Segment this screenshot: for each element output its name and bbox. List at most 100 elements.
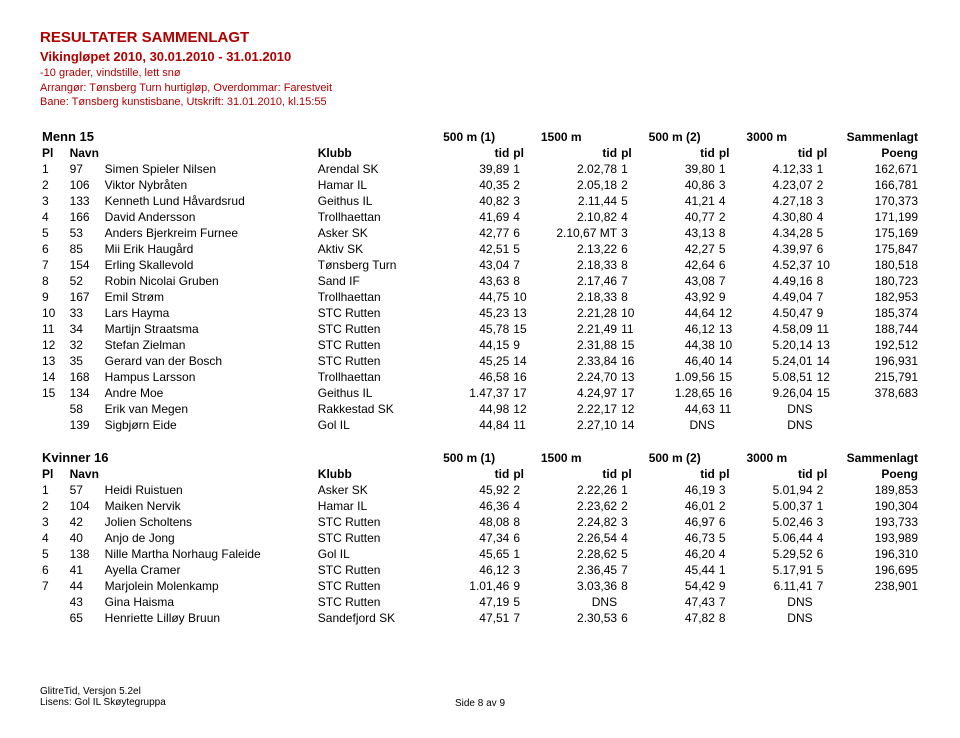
table-row: 43Gina HaismaSTC Rutten47,195DNS47,437DN…: [40, 594, 920, 610]
table-row: 1033Lars HaymaSTC Rutten45,23132.21,2810…: [40, 305, 920, 321]
cell: 2: [815, 177, 843, 193]
cell: Nille Martha Norhaug Faleide: [103, 546, 316, 562]
cell: Tønsberg Turn: [316, 257, 441, 273]
cell: [842, 417, 920, 433]
cell: 167: [68, 289, 103, 305]
col-tid: tid: [539, 466, 619, 482]
col-plh: pl: [815, 466, 843, 482]
cell: 1: [717, 562, 745, 578]
cell: 10: [619, 305, 647, 321]
col-sammenlagt: Sammenlagt: [842, 128, 920, 145]
cell: Gol IL: [316, 417, 441, 433]
cell: 2.22,26: [539, 482, 619, 498]
cell: 6: [619, 610, 647, 626]
cell: 7: [511, 257, 539, 273]
cell: STC Rutten: [316, 321, 441, 337]
cell: 46,20: [647, 546, 717, 562]
header-event: Vikingløpet 2010, 30.01.2010 - 31.01.201…: [40, 48, 920, 66]
cell: 44: [68, 578, 103, 594]
cell: 9: [511, 337, 539, 353]
cell: 43,08: [647, 273, 717, 289]
table-row: 342Jolien ScholtensSTC Rutten48,0882.24,…: [40, 514, 920, 530]
cell: Anders Bjerkreim Furnee: [103, 225, 316, 241]
cell: 1: [40, 482, 68, 498]
cell: 10: [40, 305, 68, 321]
cell: 193,733: [842, 514, 920, 530]
cell: Mii Erik Haugård: [103, 241, 316, 257]
cell: DNS: [744, 610, 814, 626]
cell: STC Rutten: [316, 514, 441, 530]
col-tid: tid: [744, 466, 814, 482]
cell: Lars Hayma: [103, 305, 316, 321]
cell: 15: [511, 321, 539, 337]
cell: 46,01: [647, 498, 717, 514]
cell: 6: [717, 514, 745, 530]
table-row: 139Sigbjørn EideGol IL44,84112.27,1014DN…: [40, 417, 920, 433]
cell: STC Rutten: [316, 337, 441, 353]
cell: Ayella Cramer: [103, 562, 316, 578]
cell: 14: [717, 353, 745, 369]
cell: [815, 417, 843, 433]
cell: Maiken Nervik: [103, 498, 316, 514]
cell: 34: [68, 321, 103, 337]
cell: 5.00,37: [744, 498, 814, 514]
cell: Marjolein Molenkamp: [103, 578, 316, 594]
cell: 2.22,17: [539, 401, 619, 417]
footer-left1: GlitreTid, Versjon 5.2el: [40, 686, 920, 697]
cell: 5: [815, 225, 843, 241]
cell: Martijn Straatsma: [103, 321, 316, 337]
cell: 12: [815, 369, 843, 385]
table-row: 4166David AnderssonTrollhaettan41,6942.1…: [40, 209, 920, 225]
header-line3: -10 grader, vindstille, lett snø: [40, 66, 920, 81]
cell: Jolien Scholtens: [103, 514, 316, 530]
cell: 8: [717, 225, 745, 241]
cell: 8: [619, 257, 647, 273]
cell: 5.20,14: [744, 337, 814, 353]
cell: 2.23,62: [539, 498, 619, 514]
cell: 14: [815, 353, 843, 369]
cell: 8: [40, 273, 68, 289]
table-row: 58Erik van MegenRakkestad SK44,98122.22,…: [40, 401, 920, 417]
cell: Andre Moe: [103, 385, 316, 401]
cell: 171,199: [842, 209, 920, 225]
cell: 5.08,51: [744, 369, 814, 385]
cell: Anjo de Jong: [103, 530, 316, 546]
cell: 5.29,52: [744, 546, 814, 562]
cell: Sigbjørn Eide: [103, 417, 316, 433]
cell: 5: [511, 241, 539, 257]
col-tid: tid: [647, 466, 717, 482]
cell: Geithus IL: [316, 193, 441, 209]
cell: 378,683: [842, 385, 920, 401]
cell: DNS: [744, 417, 814, 433]
cell: 4.49,04: [744, 289, 814, 305]
cell: Aktiv SK: [316, 241, 441, 257]
col-tid: tid: [441, 145, 511, 161]
cell: 4.52,37: [744, 257, 814, 273]
cell: DNS: [539, 594, 619, 610]
table-row: 3133Kenneth Lund HåvardsrudGeithus IL40,…: [40, 193, 920, 209]
table-row: 9167Emil StrømTrollhaettan44,75102.18,33…: [40, 289, 920, 305]
cell: 1: [815, 161, 843, 177]
cell: 4.23,07: [744, 177, 814, 193]
cell: [40, 610, 68, 626]
cell: 1.01,46: [441, 578, 511, 594]
col-poeng: Poeng: [842, 145, 920, 161]
cell: 2: [511, 177, 539, 193]
col-d4: 3000 m: [744, 449, 842, 466]
results-table: Kvinner 16500 m (1)1500 m500 m (2)3000 m…: [40, 449, 920, 626]
cell: 3: [40, 514, 68, 530]
cell: 5.17,91: [744, 562, 814, 578]
cell: 2: [40, 177, 68, 193]
col-tid: tid: [744, 145, 814, 161]
cell: 2.36,45: [539, 562, 619, 578]
cell: 193,989: [842, 530, 920, 546]
cell: 53: [68, 225, 103, 241]
cell: 4: [511, 209, 539, 225]
cell: 1: [511, 161, 539, 177]
cell: 17: [619, 385, 647, 401]
cell: 85: [68, 241, 103, 257]
cell: 9: [511, 578, 539, 594]
col-klubb: Klubb: [316, 466, 441, 482]
cell: 2.13,22: [539, 241, 619, 257]
cell: 189,853: [842, 482, 920, 498]
